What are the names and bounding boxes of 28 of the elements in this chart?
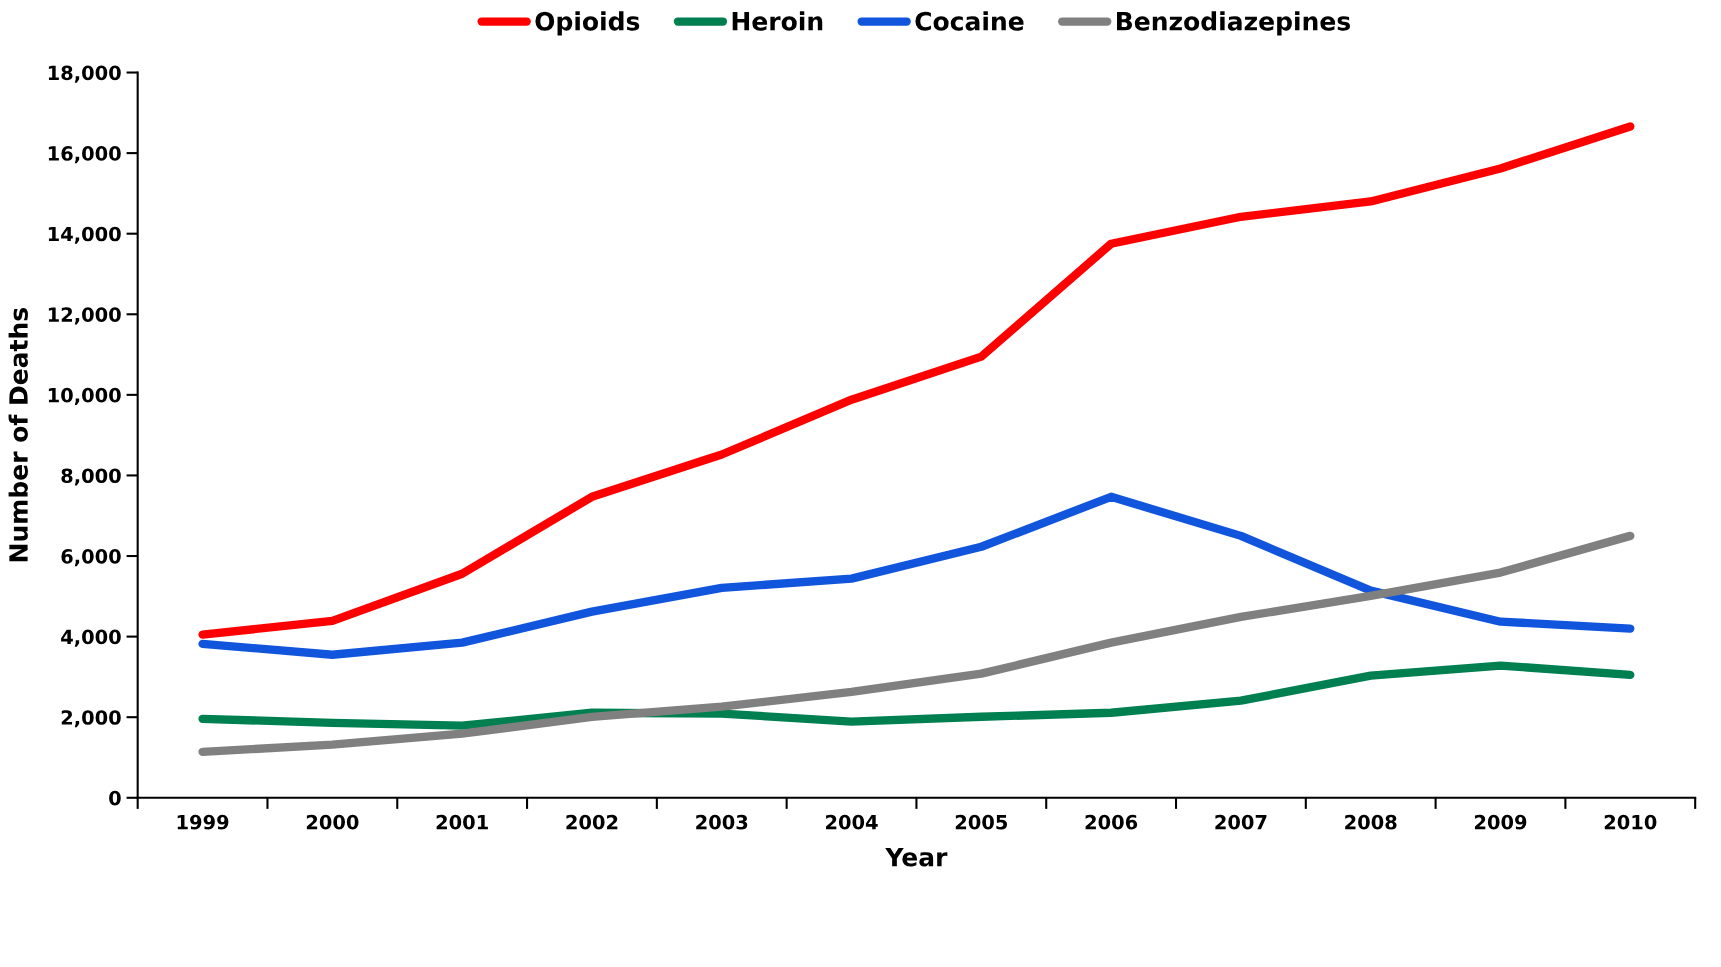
y-tick-label: 4,000	[61, 629, 121, 647]
legend-label: Benzodiazepines	[1117, 11, 1350, 36]
legend-label: Opioids	[535, 11, 640, 36]
x-tick-label: 1999	[177, 814, 229, 830]
x-tick-label: 2003	[696, 814, 748, 830]
y-tick-label: 12,000	[48, 307, 121, 325]
y-axis-title: Number of Deaths	[8, 308, 28, 562]
x-axis-title: Year	[885, 847, 948, 867]
legend-label: Heroin	[732, 11, 823, 31]
x-tick-label: 2007	[1215, 814, 1267, 830]
y-tick-label: 10,000	[48, 387, 121, 406]
y-tick-label: 16,000	[48, 146, 121, 164]
x-tick-label: 2010	[1604, 814, 1657, 830]
x-tick-label: 2001	[436, 814, 488, 830]
x-tick-label: 2006	[1085, 814, 1138, 830]
y-tick-label: 8,000	[61, 468, 121, 486]
x-tick-label: 2005	[955, 814, 1008, 830]
y-tick-label: 18,000	[48, 65, 121, 83]
y-tick-label: 0	[109, 790, 121, 806]
x-tick-label: 2000	[306, 814, 359, 830]
y-tick-label: 6,000	[61, 548, 121, 567]
x-tick-label: 2004	[826, 814, 878, 830]
legend-label: Cocaine	[915, 11, 1024, 31]
x-tick-label: 2009	[1474, 814, 1527, 830]
y-tick-label: 14,000	[48, 226, 121, 244]
x-tick-label: 2008	[1345, 814, 1397, 830]
x-tick-label: 2002	[566, 814, 618, 830]
y-tick-label: 2,000	[61, 710, 121, 728]
